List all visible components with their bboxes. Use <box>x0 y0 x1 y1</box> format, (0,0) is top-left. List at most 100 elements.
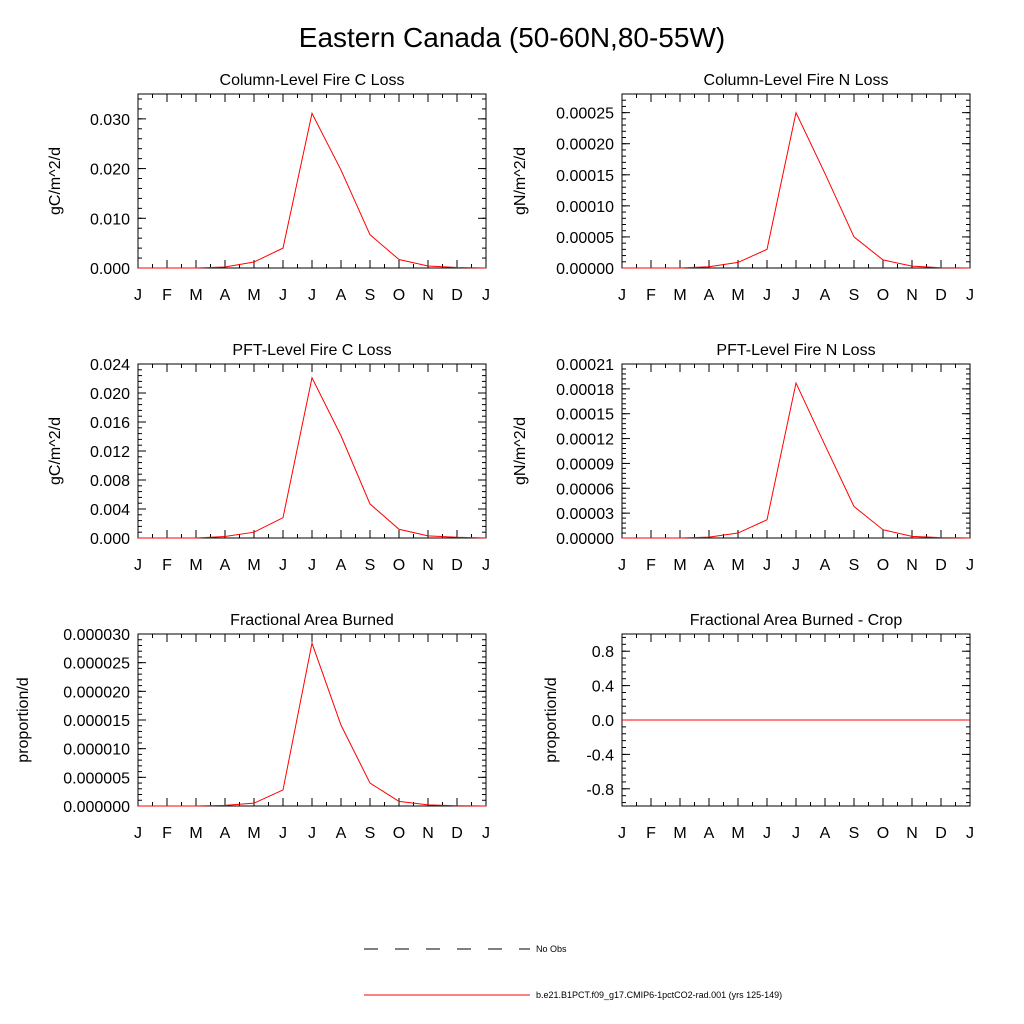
x-tick-label: M <box>247 825 260 842</box>
x-tick-label: J <box>792 825 800 842</box>
series-line <box>138 641 487 807</box>
x-tick-label: J <box>279 557 287 574</box>
x-tick-label: A <box>820 825 831 842</box>
y-tick-label: 0.000 <box>90 531 130 548</box>
x-tick-label: J <box>763 825 771 842</box>
x-tick-label: S <box>849 287 860 304</box>
x-tick-label: J <box>279 825 287 842</box>
x-tick-label: J <box>482 557 490 574</box>
x-tick-label: M <box>189 825 202 842</box>
y-tick-label: -0.4 <box>586 747 614 764</box>
x-tick-label: A <box>220 557 231 574</box>
x-tick-label: S <box>365 287 376 304</box>
x-tick-label: J <box>618 287 626 304</box>
y-tick-label: 0.020 <box>90 162 130 179</box>
x-tick-label: M <box>731 825 744 842</box>
x-tick-label: O <box>877 557 889 574</box>
x-tick-label: O <box>393 287 405 304</box>
x-tick-label: A <box>336 557 347 574</box>
x-tick-label: S <box>365 557 376 574</box>
plot-frame <box>621 363 971 539</box>
x-tick-label: F <box>162 825 172 842</box>
x-tick-label: N <box>906 557 918 574</box>
x-tick-label: J <box>134 557 142 574</box>
x-tick-label: J <box>308 825 316 842</box>
x-tick-label: F <box>162 287 172 304</box>
y-tick-label: 0.8 <box>592 644 614 661</box>
x-tick-label: A <box>704 557 715 574</box>
y-tick-label: 0.00018 <box>556 382 614 399</box>
y-tick-label: 0.00010 <box>556 199 614 216</box>
x-tick-label: D <box>451 557 463 574</box>
y-axis-label: proportion/d <box>15 677 32 762</box>
figure-title: Eastern Canada (50-60N,80-55W) <box>298 22 726 53</box>
x-tick-label: O <box>393 557 405 574</box>
x-tick-label: F <box>162 557 172 574</box>
y-tick-label: 0.00000 <box>556 261 614 278</box>
x-tick-label: J <box>618 825 626 842</box>
x-tick-label: D <box>935 557 947 574</box>
plot-frame <box>137 633 487 807</box>
x-tick-label: J <box>763 557 771 574</box>
plot-frame <box>137 93 487 269</box>
y-tick-label: 0.016 <box>90 415 130 432</box>
x-tick-label: M <box>189 557 202 574</box>
x-tick-label: J <box>763 287 771 304</box>
x-tick-label: A <box>336 825 347 842</box>
x-tick-label: J <box>966 825 974 842</box>
y-tick-label: 0.000000 <box>63 799 130 816</box>
x-tick-label: N <box>422 287 434 304</box>
y-tick-label: 0.4 <box>592 679 614 696</box>
y-axis-label: gN/m^2/d <box>512 417 529 485</box>
x-tick-label: N <box>422 557 434 574</box>
x-tick-label: O <box>877 825 889 842</box>
y-tick-label: 0.0 <box>592 713 614 730</box>
y-tick-label: 0.010 <box>90 211 130 228</box>
x-tick-label: D <box>935 825 947 842</box>
series-line <box>138 376 487 539</box>
series-line <box>138 111 487 269</box>
series-line <box>622 381 971 539</box>
x-tick-label: J <box>308 557 316 574</box>
legend-model-label: b.e21.B1PCT.f09_g17.CMIP6-1pctCO2-rad.00… <box>536 990 783 1000</box>
x-tick-label: F <box>646 287 656 304</box>
x-tick-label: J <box>279 287 287 304</box>
x-tick-label: J <box>966 557 974 574</box>
x-tick-label: S <box>365 825 376 842</box>
x-tick-label: F <box>646 557 656 574</box>
x-tick-label: J <box>482 825 490 842</box>
x-tick-label: M <box>673 287 686 304</box>
x-tick-label: N <box>906 287 918 304</box>
y-tick-label: 0.000010 <box>63 742 130 759</box>
x-tick-label: M <box>247 557 260 574</box>
y-tick-label: 0.000015 <box>63 713 130 730</box>
y-tick-label: 0.00006 <box>556 481 614 498</box>
y-axis-label: gN/m^2/d <box>512 147 529 215</box>
x-tick-label: M <box>247 287 260 304</box>
panel-title: Fractional Area Burned <box>230 612 394 629</box>
x-tick-label: A <box>820 287 831 304</box>
x-tick-label: O <box>393 825 405 842</box>
y-tick-label: 0.024 <box>90 357 130 374</box>
y-tick-label: 0.00015 <box>556 407 614 424</box>
y-axis-label: gC/m^2/d <box>47 417 64 485</box>
x-tick-label: M <box>731 557 744 574</box>
x-tick-label: J <box>792 557 800 574</box>
y-tick-label: 0.020 <box>90 386 130 403</box>
x-tick-label: J <box>308 287 316 304</box>
x-tick-label: M <box>673 825 686 842</box>
panel-title: Column-Level Fire N Loss <box>704 72 889 89</box>
x-tick-label: M <box>673 557 686 574</box>
legend-obs-label: No Obs <box>536 944 567 954</box>
x-tick-label: J <box>134 825 142 842</box>
x-tick-label: J <box>618 557 626 574</box>
x-tick-label: S <box>849 825 860 842</box>
plot-frame <box>137 363 487 539</box>
x-tick-label: O <box>877 287 889 304</box>
y-tick-label: 0.00012 <box>556 432 614 449</box>
x-tick-label: A <box>220 825 231 842</box>
x-tick-label: D <box>935 287 947 304</box>
panel-title: PFT-Level Fire C Loss <box>232 342 391 359</box>
y-tick-label: 0.00020 <box>556 137 614 154</box>
